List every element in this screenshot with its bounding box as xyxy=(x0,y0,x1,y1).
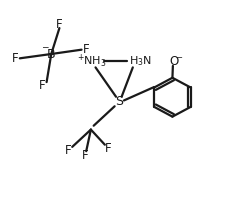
Text: O: O xyxy=(169,55,178,68)
Text: F: F xyxy=(105,142,112,155)
Text: −: − xyxy=(41,43,48,52)
Text: F: F xyxy=(83,43,89,56)
Text: F: F xyxy=(39,79,46,92)
Text: F: F xyxy=(82,149,89,162)
Text: B: B xyxy=(47,48,56,60)
Text: F: F xyxy=(65,144,72,157)
Text: F: F xyxy=(56,18,63,31)
Text: H$_3$N: H$_3$N xyxy=(130,55,152,68)
Text: F: F xyxy=(12,52,18,65)
Text: S: S xyxy=(115,95,123,108)
Text: $^{+}$NH$_3$: $^{+}$NH$_3$ xyxy=(77,53,107,70)
Text: −: − xyxy=(175,53,182,62)
